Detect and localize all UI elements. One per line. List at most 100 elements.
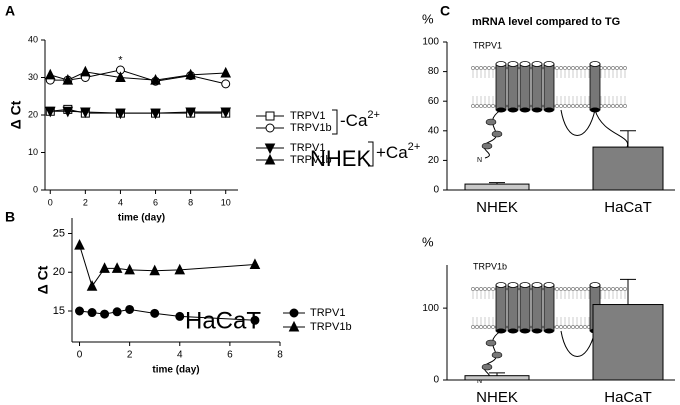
- y-tick-label: 0: [433, 185, 439, 196]
- marker: [221, 79, 231, 89]
- lipid-head: [619, 66, 623, 70]
- x-tick-label: 2: [83, 197, 88, 207]
- lipid-head: [579, 66, 583, 70]
- series-line: [79, 244, 255, 288]
- y-tick-label: 40: [428, 125, 440, 136]
- lipid-head: [487, 66, 491, 70]
- lipid-head: [571, 104, 575, 108]
- legend-label: TRPV1: [310, 307, 345, 319]
- x-tick-label: NHEK: [476, 389, 518, 405]
- helix: [495, 284, 507, 332]
- lipid-head: [471, 325, 475, 329]
- lipid-head: [611, 104, 615, 108]
- lipid-head: [619, 104, 623, 108]
- marker: [149, 264, 161, 276]
- x-tick-label: 6: [227, 350, 233, 361]
- x-tick-label: 0: [48, 197, 53, 207]
- marker: [185, 68, 196, 80]
- marker: [100, 309, 110, 319]
- lipid-head: [615, 104, 619, 108]
- lipid-head: [571, 66, 575, 70]
- y-tick-label: 100: [422, 303, 439, 314]
- x-tick-label: 10: [221, 197, 231, 207]
- helix: [507, 63, 519, 111]
- ankyrin: [481, 142, 493, 150]
- y-tick-label: 20: [53, 266, 65, 278]
- lipid-head: [475, 287, 479, 291]
- helix-cap: [495, 282, 507, 288]
- lipid-head: [559, 325, 563, 329]
- y-axis-label: %: [422, 11, 434, 26]
- helix: [495, 63, 507, 111]
- legend-label: TRPV1b: [310, 321, 352, 333]
- helix: [531, 284, 543, 332]
- helix-base: [520, 328, 530, 334]
- x-tick-label: 6: [153, 197, 158, 207]
- marker: [80, 65, 91, 77]
- lipid-head: [607, 104, 611, 108]
- bar: [592, 146, 664, 191]
- series-line: [50, 69, 226, 85]
- x-axis-label: time (day): [118, 213, 165, 224]
- x-tick-label: 0: [77, 350, 83, 361]
- lipid-head: [563, 66, 567, 70]
- legend-bracket: [332, 109, 338, 135]
- lipid-head: [471, 287, 475, 291]
- lipid-head: [491, 287, 495, 291]
- n-label: N: [477, 378, 482, 385]
- marker: [115, 71, 126, 82]
- x-tick-label: 8: [277, 350, 283, 361]
- lipid-head: [483, 66, 487, 70]
- x-tick-label: HaCaT: [604, 389, 652, 405]
- lipid-head: [579, 325, 583, 329]
- marker: [174, 263, 186, 275]
- marker: [86, 280, 98, 291]
- marker: [249, 258, 261, 269]
- lipid-head: [567, 325, 571, 329]
- y-tick-label: 0: [433, 375, 439, 386]
- lipid-head: [583, 104, 587, 108]
- lipid-head: [607, 66, 611, 70]
- helix-cap: [519, 282, 531, 288]
- legend-label: TRPV1: [290, 110, 325, 122]
- lipid-head: [491, 325, 495, 329]
- lipid-head: [567, 66, 571, 70]
- lipid-head: [487, 104, 491, 108]
- lipid-head: [471, 104, 475, 108]
- helix: [519, 63, 531, 111]
- lipid-head: [579, 287, 583, 291]
- lipid-head: [479, 325, 483, 329]
- lipid-head: [567, 287, 571, 291]
- y-axis-label: Δ Ct: [35, 265, 51, 294]
- helix: [519, 284, 531, 332]
- loop: [560, 330, 596, 357]
- helix: [543, 63, 555, 111]
- ankyrin: [491, 351, 503, 359]
- marker: [289, 308, 299, 318]
- panel-label: A: [5, 3, 15, 19]
- marker: [150, 308, 160, 318]
- legend-group-sup: 2+: [367, 109, 380, 121]
- error-bar: [489, 372, 505, 376]
- marker: [99, 262, 110, 273]
- y-tick-label: 100: [422, 37, 439, 48]
- lipid-head: [615, 287, 619, 291]
- y-axis-label: Δ Ct: [8, 100, 24, 129]
- lipid-head: [567, 104, 571, 108]
- lipid-head: [487, 325, 491, 329]
- error-bar: [620, 278, 636, 305]
- lipid-head: [603, 287, 607, 291]
- helix-base: [532, 107, 542, 113]
- x-tick-label: 2: [127, 350, 133, 361]
- chart-title: mRNA level compared to TG: [472, 16, 620, 28]
- lipid-head: [491, 104, 495, 108]
- helix-cap: [507, 282, 519, 288]
- lipid-head: [575, 104, 579, 108]
- annotation: *: [118, 55, 123, 67]
- marker: [62, 74, 74, 85]
- legend-label: TRPV1: [290, 142, 325, 154]
- marker: [111, 262, 123, 273]
- y-tick-label: 40: [28, 34, 38, 44]
- lipid-head: [491, 66, 495, 70]
